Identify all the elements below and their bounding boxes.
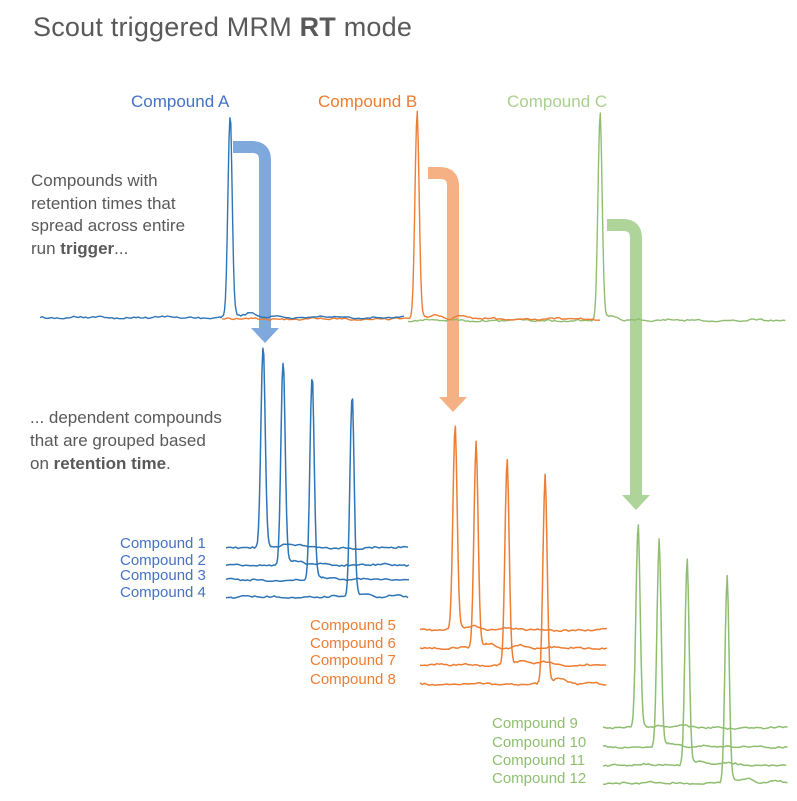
dependent-trace-compound-7 [419, 458, 607, 667]
dependent-trace-compound-12 [603, 574, 788, 785]
dependent-trace-compound-5 [419, 425, 607, 632]
dependent-trace-compound-2 [225, 362, 410, 567]
trigger-arrow-c-head [622, 495, 650, 510]
dependent-trace-compound-1 [225, 347, 409, 550]
dependent-compound-label: Compound 1 [120, 535, 206, 552]
page-title: Scout triggered MRM RT mode [33, 12, 413, 42]
dependent-trace-compound-4 [225, 398, 409, 599]
grouping-note: ... dependent compounds that are grouped… [30, 408, 222, 473]
scout-trace-compound-c [407, 112, 786, 323]
dependent-compound-label: Compound 11 [492, 752, 586, 769]
dependent-compound-label: Compound 4 [120, 584, 206, 601]
dependent-compound-label: Compound 9 [492, 715, 578, 732]
dependent-compound-label: Compound 6 [310, 635, 396, 652]
trigger-arrow-b-head [439, 397, 467, 412]
scout-trace-compound-b [221, 110, 600, 321]
dependent-trace-compound-10 [602, 538, 788, 749]
compound-b-label: Compound B [318, 92, 418, 111]
trigger-arrow-a [233, 141, 271, 330]
dependent-compound-label: Compound 8 [310, 671, 396, 688]
compound-a-label: Compound A [131, 92, 230, 111]
trigger-arrow-c [607, 219, 642, 497]
dependent-trace-compound-6 [419, 440, 608, 650]
dependent-compound-label: Compound 7 [310, 652, 396, 669]
scout-trace-compound-a [39, 117, 405, 320]
dependent-trace-compound-8 [419, 473, 607, 686]
dependent-compound-label: Compound 10 [492, 734, 587, 751]
trigger-arrow-a-head [251, 328, 279, 343]
trigger-note: Compounds with retention times that spre… [31, 171, 186, 258]
dependent-compound-label: Compound 5 [310, 617, 396, 634]
dependent-trace-compound-3 [225, 378, 410, 582]
dependent-trace-compound-11 [602, 558, 787, 767]
compound-c-label: Compound C [507, 92, 608, 111]
dependent-compound-label: Compound 3 [120, 567, 206, 584]
trigger-arrow-b [428, 167, 459, 399]
dependent-trace-compound-9 [602, 524, 788, 730]
dependent-compound-label: Compound 2 [120, 552, 206, 569]
dependent-compound-label: Compound 12 [492, 770, 587, 787]
